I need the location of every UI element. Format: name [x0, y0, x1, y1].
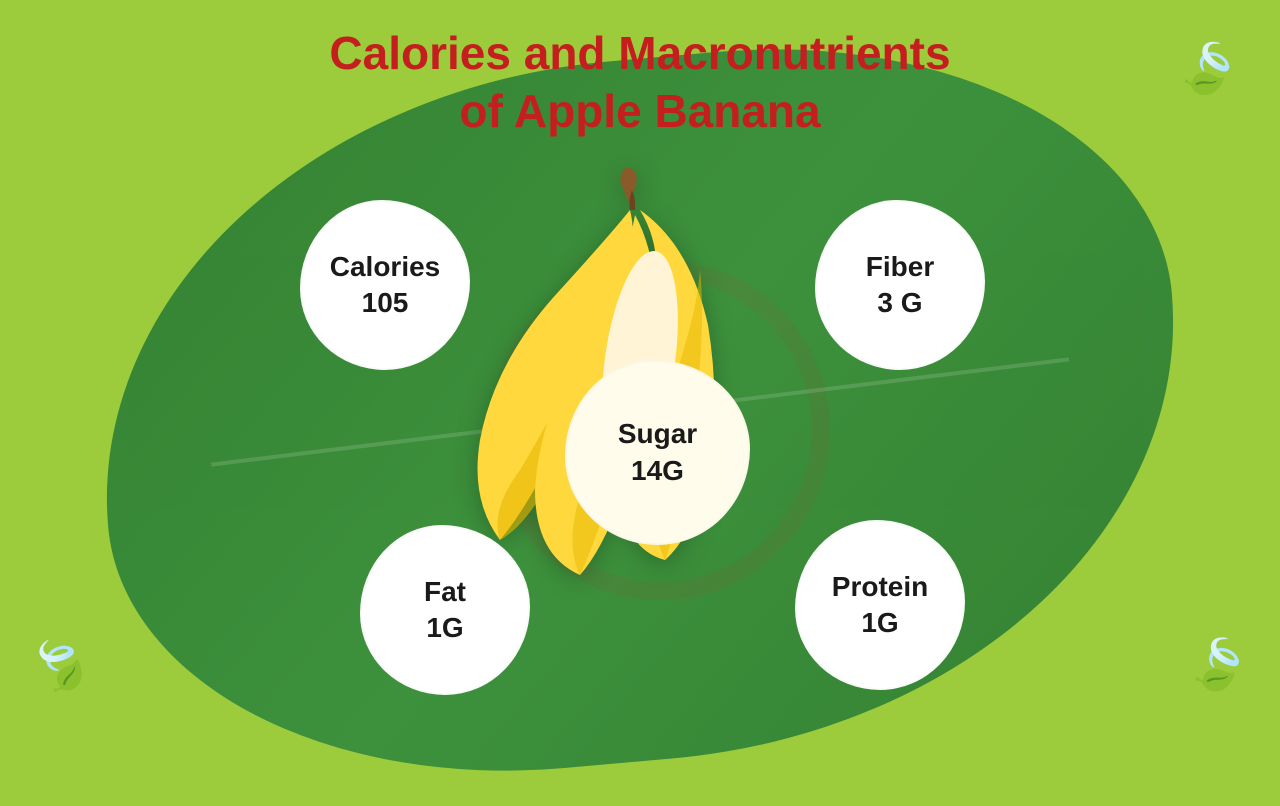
title-line1: Calories and Macronutrients	[0, 25, 1280, 83]
nutrient-value: 105	[362, 285, 409, 321]
nutrient-value: 3 G	[877, 285, 922, 321]
nutrient-label: Protein	[832, 569, 928, 605]
nutrient-label: Fat	[424, 574, 466, 610]
nutrient-bubble-protein: Protein 1G	[795, 520, 965, 690]
title-line2: of Apple Banana	[0, 83, 1280, 141]
leaf-icon: 🍃	[19, 624, 102, 706]
leaf-icon: 🍃	[1181, 629, 1256, 702]
nutrient-bubble-fat: Fat 1G	[360, 525, 530, 695]
nutrient-value: 1G	[426, 610, 463, 646]
page-title: Calories and Macronutrients of Apple Ban…	[0, 25, 1280, 140]
nutrient-label: Sugar	[618, 416, 697, 452]
nutrient-bubble-fiber: Fiber 3 G	[815, 200, 985, 370]
nutrient-bubble-calories: Calories 105	[300, 200, 470, 370]
nutrient-label: Fiber	[866, 249, 934, 285]
nutrient-bubble-sugar: Sugar 14G	[565, 360, 750, 545]
nutrient-value: 14G	[631, 453, 684, 489]
nutrient-label: Calories	[330, 249, 441, 285]
nutrient-value: 1G	[861, 605, 898, 641]
